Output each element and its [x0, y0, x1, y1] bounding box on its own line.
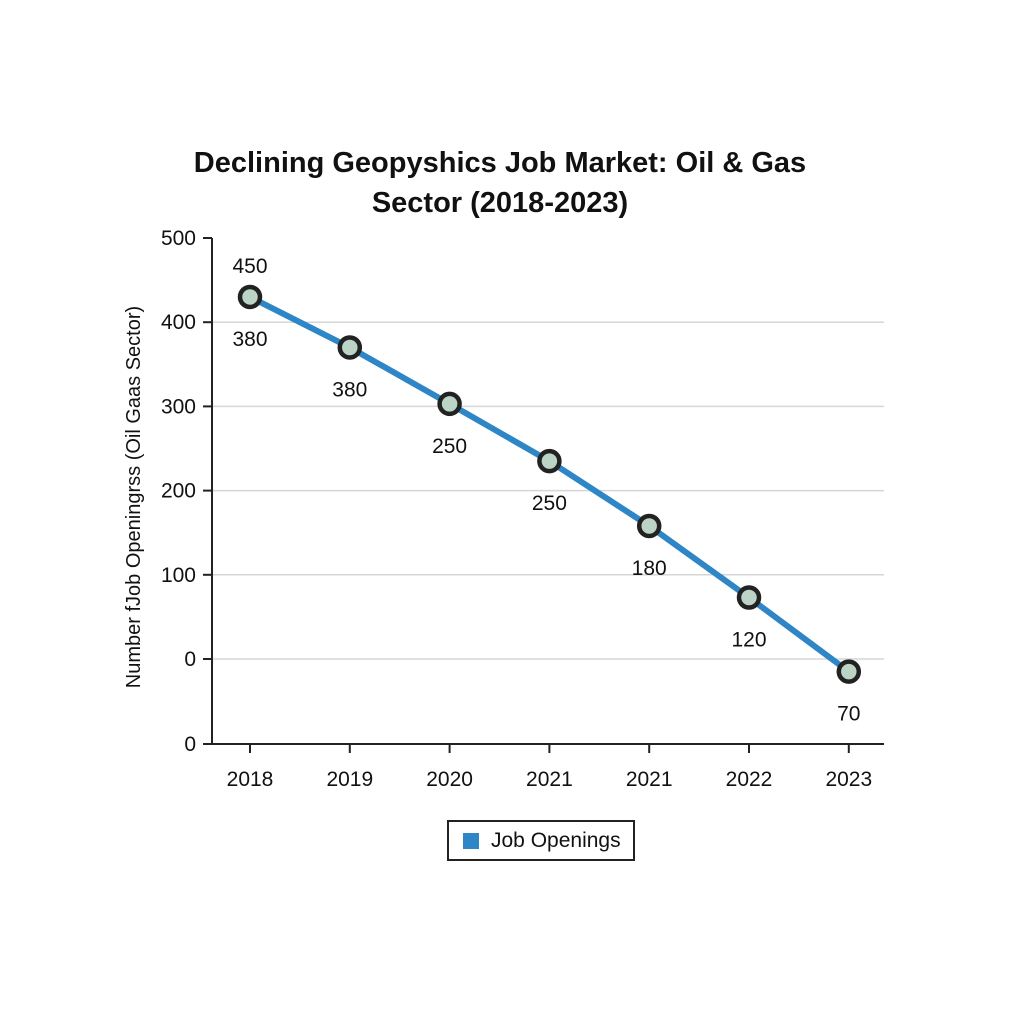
chart-title-line-2: Sector (2018-2023)	[371, 187, 629, 219]
data-point	[337, 335, 363, 360]
data-point	[636, 513, 662, 539]
data-labels: 380 450 380 250 250 180 120 70	[232, 255, 860, 726]
data-label: 180	[632, 557, 667, 580]
x-tick-label: 2019	[326, 768, 373, 791]
data-point	[237, 284, 263, 310]
data-label: 380	[232, 328, 267, 351]
legend-swatch	[463, 832, 479, 849]
y-tick-label: 100	[161, 564, 196, 587]
data-label: 250	[432, 435, 467, 458]
x-tick-label: 2020	[426, 768, 473, 791]
series-job-openings	[237, 284, 862, 684]
y-tick-label: 0	[184, 733, 196, 756]
legend: Job Openings	[447, 820, 635, 861]
x-tick-label: 2021	[526, 768, 573, 791]
x-tick-label: 2023	[825, 768, 872, 791]
data-label: 250	[532, 492, 567, 515]
y-tick-label: 0	[184, 648, 196, 671]
grid-lines	[212, 321, 884, 660]
data-label: 120	[731, 629, 766, 652]
data-point	[836, 659, 862, 684]
y-axis-label: Number fJob Openingrss (Oil Gaas Sector)	[123, 306, 145, 688]
data-point	[437, 391, 462, 417]
chart-title-line-1: Declining Geopyshics Job Market: Oil & G…	[193, 147, 807, 179]
y-ticks: 500 400 300 200 100 0 0	[161, 227, 212, 756]
y-tick-label: 400	[161, 311, 196, 334]
data-label: 380	[332, 378, 367, 401]
x-tick-label: 2018	[227, 768, 274, 791]
y-tick-label: 300	[161, 395, 196, 418]
y-tick-label: 500	[161, 227, 196, 250]
legend-label: Job Openings	[491, 828, 621, 852]
y-tick-label: 200	[161, 480, 196, 503]
x-tick-label: 2022	[726, 768, 773, 791]
data-point	[537, 448, 562, 474]
x-tick-label: 2021	[626, 768, 673, 791]
x-ticks: 2018 2019 2020 2021 2021 2022 2023	[227, 744, 872, 791]
data-point	[736, 585, 762, 610]
data-label: 450	[232, 255, 267, 278]
data-label: 70	[837, 703, 860, 726]
